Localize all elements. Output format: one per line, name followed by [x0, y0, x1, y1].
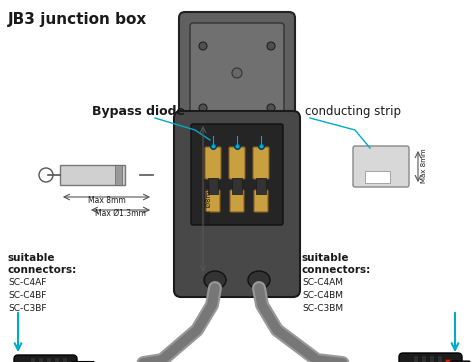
Bar [62, 357, 67, 362]
Circle shape [267, 104, 275, 112]
Bar [38, 357, 43, 362]
Circle shape [267, 42, 275, 50]
FancyBboxPatch shape [206, 190, 220, 212]
Bar [46, 357, 51, 362]
Text: Max Ø8mm: Max Ø8mm [206, 184, 212, 224]
Text: conducting strip: conducting strip [305, 105, 401, 118]
FancyBboxPatch shape [450, 361, 470, 362]
FancyBboxPatch shape [190, 23, 284, 113]
Bar [54, 357, 59, 362]
FancyBboxPatch shape [254, 190, 268, 212]
FancyBboxPatch shape [179, 12, 295, 124]
FancyBboxPatch shape [191, 124, 283, 225]
Bar [413, 355, 418, 362]
Bar [437, 355, 442, 362]
Text: Max 8mm: Max 8mm [421, 149, 427, 183]
FancyBboxPatch shape [14, 355, 77, 362]
FancyBboxPatch shape [230, 190, 244, 212]
FancyBboxPatch shape [399, 353, 462, 362]
Text: suitable
connectors:: suitable connectors: [302, 253, 371, 275]
Bar [365, 171, 390, 183]
Text: SC-C4AF
SC-C4BF
SC-C3BF: SC-C4AF SC-C4BF SC-C3BF [8, 278, 46, 313]
FancyBboxPatch shape [229, 147, 245, 179]
FancyBboxPatch shape [174, 111, 300, 297]
Bar [60, 165, 125, 185]
Text: suitable
connectors:: suitable connectors: [8, 253, 77, 275]
Text: Max 8mm: Max 8mm [88, 196, 126, 205]
FancyBboxPatch shape [353, 146, 409, 187]
FancyBboxPatch shape [253, 147, 269, 179]
Bar [232, 178, 242, 194]
Ellipse shape [204, 271, 226, 289]
Circle shape [232, 68, 242, 78]
Text: JB3 junction box: JB3 junction box [8, 12, 147, 27]
FancyBboxPatch shape [228, 115, 246, 123]
Bar [115, 165, 122, 185]
Bar [208, 178, 218, 194]
Text: SC-C4AM
SC-C4BM
SC-C3BM: SC-C4AM SC-C4BM SC-C3BM [302, 278, 343, 313]
Circle shape [199, 42, 207, 50]
Text: Bypass diode: Bypass diode [92, 105, 185, 118]
Ellipse shape [248, 271, 270, 289]
Bar [429, 355, 434, 362]
Text: Max Ø1.3mm: Max Ø1.3mm [95, 209, 146, 218]
FancyBboxPatch shape [205, 147, 221, 179]
Bar [30, 357, 35, 362]
Circle shape [39, 168, 53, 182]
Bar [421, 355, 426, 362]
Bar [445, 359, 451, 362]
Bar [256, 178, 266, 194]
Circle shape [199, 104, 207, 112]
